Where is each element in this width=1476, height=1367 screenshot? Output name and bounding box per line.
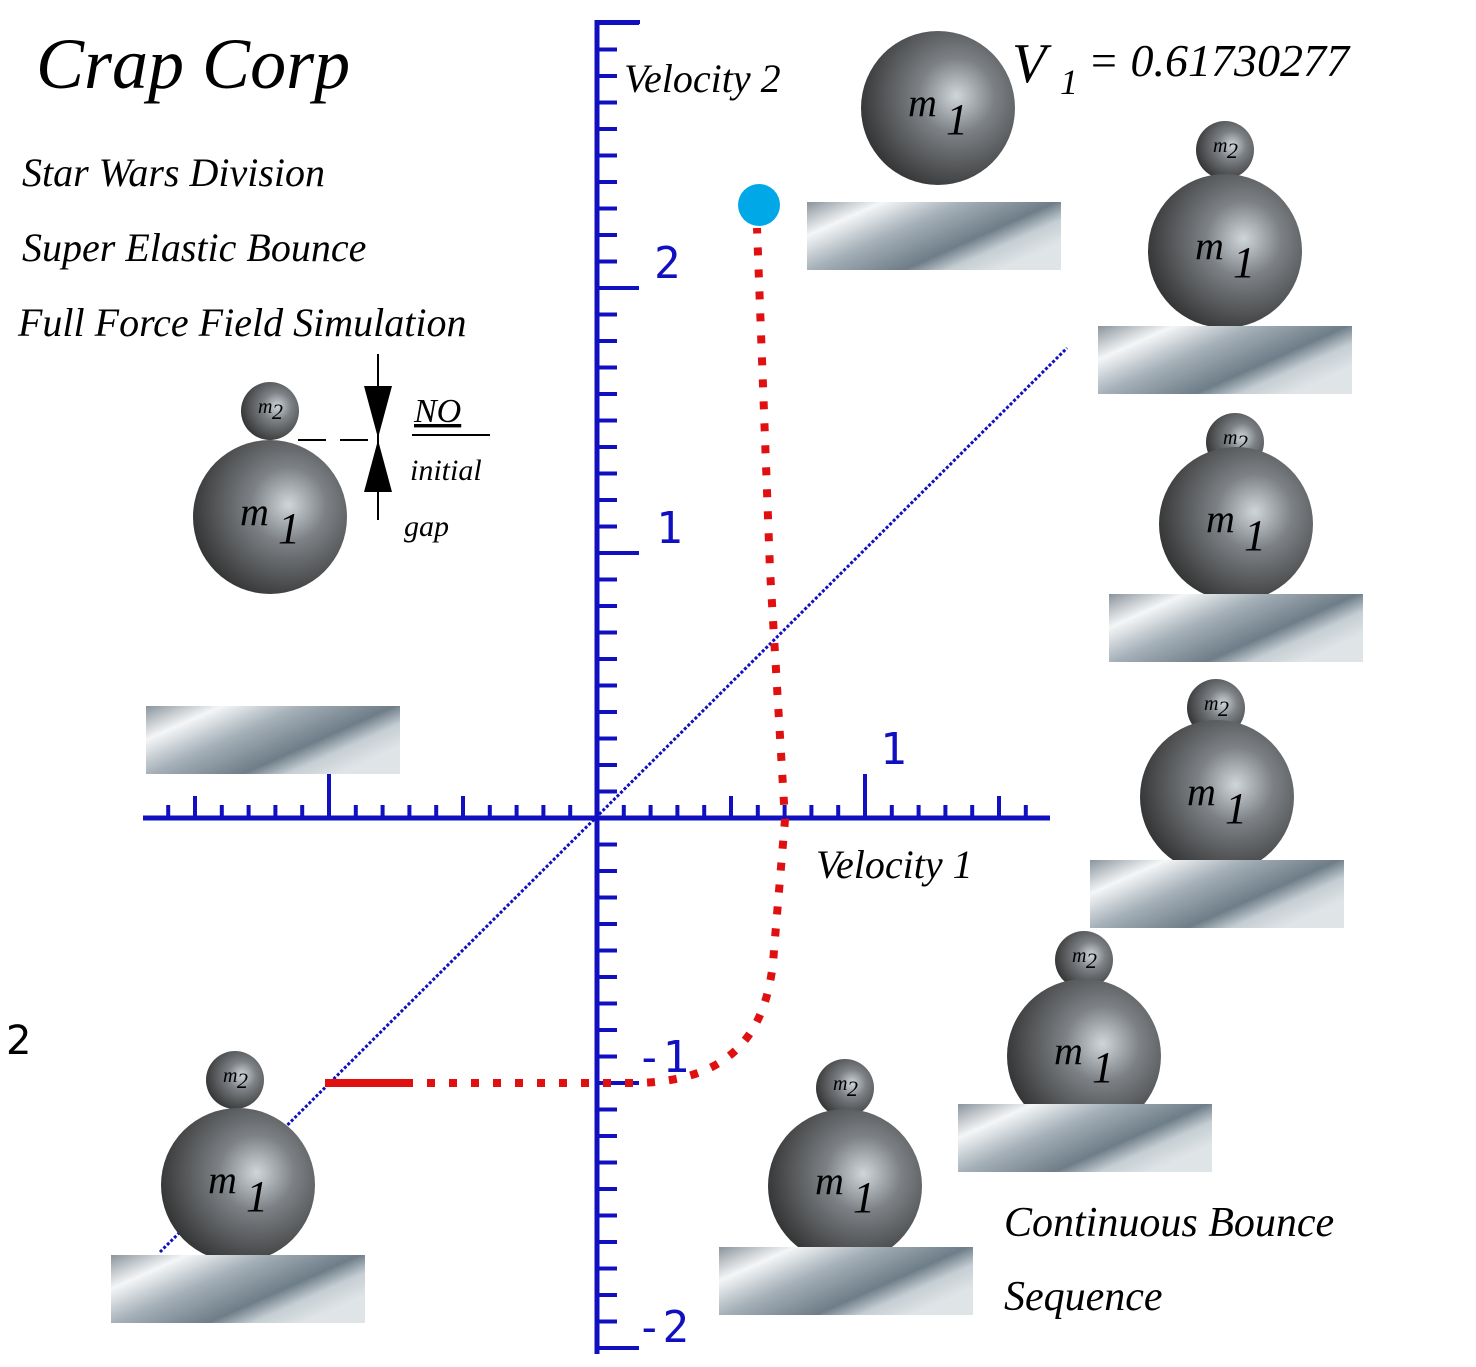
- ball-label: 1: [1225, 784, 1247, 833]
- ball-label: 1: [946, 95, 968, 144]
- large-ball: [1140, 720, 1294, 874]
- readout-symbol: V: [1012, 33, 1052, 95]
- gap-note: gap: [404, 510, 449, 543]
- ball-label: 2: [1227, 138, 1238, 163]
- gap-arrow: [364, 440, 392, 492]
- ball-label: 1: [853, 1173, 875, 1222]
- caption: Sequence: [1004, 1274, 1163, 1320]
- ball-label: 2: [272, 399, 283, 424]
- ball-label: 2: [847, 1076, 858, 1101]
- small-ball: [1196, 121, 1254, 179]
- small-ball: [241, 382, 299, 440]
- ball-label: m: [258, 396, 272, 418]
- ball-label: m: [1072, 945, 1086, 967]
- ball-label: 1: [278, 504, 300, 553]
- y-tick-label: 2: [654, 238, 681, 289]
- x-axis-label: Velocity 1: [816, 842, 973, 887]
- ball-label: m: [1206, 496, 1235, 541]
- ball-label: m: [833, 1073, 847, 1095]
- large-ball: [861, 31, 1015, 185]
- readout-subscript: 1: [1060, 62, 1078, 102]
- y-axis-label: Velocity 2: [624, 56, 781, 101]
- gap-note: initial: [410, 454, 482, 487]
- ball-label: m: [208, 1157, 237, 1202]
- large-ball: [161, 1108, 315, 1262]
- ball-label: 1: [1244, 511, 1266, 560]
- ball-label: 2: [1237, 430, 1248, 455]
- block: [146, 706, 400, 774]
- readout: V 1 = 0.61730277: [1012, 33, 1351, 102]
- gap-arrow: [364, 386, 392, 438]
- ball-label: m: [815, 1158, 844, 1203]
- ball-label: m: [1054, 1028, 1083, 1073]
- ball-label: m: [1187, 769, 1216, 814]
- caption: Continuous Bounce: [1004, 1200, 1334, 1246]
- large-ball: [193, 440, 347, 594]
- subtitle: Full Force Field Simulation: [17, 300, 466, 345]
- block: [1098, 326, 1352, 394]
- ball-label: 2: [1086, 948, 1097, 973]
- block: [807, 202, 1061, 270]
- layout: m 1m 2m 1m 2m 1m 2m 1m 2m 1m 2m 1m 2m 1m 2m 1: [111, 20, 1363, 1354]
- large-ball: [1159, 447, 1313, 601]
- block: [111, 1255, 365, 1323]
- large-ball: [1148, 174, 1302, 328]
- title: Crap Corp: [36, 24, 350, 104]
- readout-value: = 0.61730277: [1088, 35, 1351, 86]
- x-tick-label: 1: [880, 724, 907, 775]
- diagonal: [158, 346, 1069, 1254]
- subtitle: Star Wars Division: [22, 150, 325, 195]
- ball-label: m: [1223, 427, 1237, 449]
- block: [719, 1247, 973, 1315]
- small-ball: [1055, 931, 1113, 989]
- ball-label: 2: [1218, 696, 1229, 721]
- ball-label: 1: [246, 1172, 268, 1221]
- y-tick-label: 1: [656, 503, 683, 554]
- small-ball: [206, 1051, 264, 1109]
- y-tick-label: -2: [636, 1302, 689, 1353]
- block: [1109, 594, 1363, 662]
- ball-label: m: [240, 489, 269, 534]
- ball-label: 2: [237, 1068, 248, 1093]
- ball-label: m: [1195, 223, 1224, 268]
- small-ball: [816, 1059, 874, 1117]
- ball-label: 1: [1092, 1043, 1114, 1092]
- side-label: 2: [6, 1018, 31, 1064]
- large-ball: [1007, 979, 1161, 1133]
- block: [1090, 860, 1344, 928]
- ball-label: m: [223, 1065, 237, 1087]
- block: [958, 1104, 1212, 1172]
- large-ball: [768, 1109, 922, 1263]
- state-point: [738, 184, 780, 226]
- y-tick-label: -1: [636, 1032, 689, 1083]
- gap-note: NO: [413, 393, 461, 430]
- ball-label: m: [1213, 135, 1227, 157]
- ball-label: m: [1204, 693, 1218, 715]
- ball-label: 1: [1233, 238, 1255, 287]
- ball-label: m: [908, 80, 937, 125]
- subtitle: Super Elastic Bounce: [22, 225, 366, 270]
